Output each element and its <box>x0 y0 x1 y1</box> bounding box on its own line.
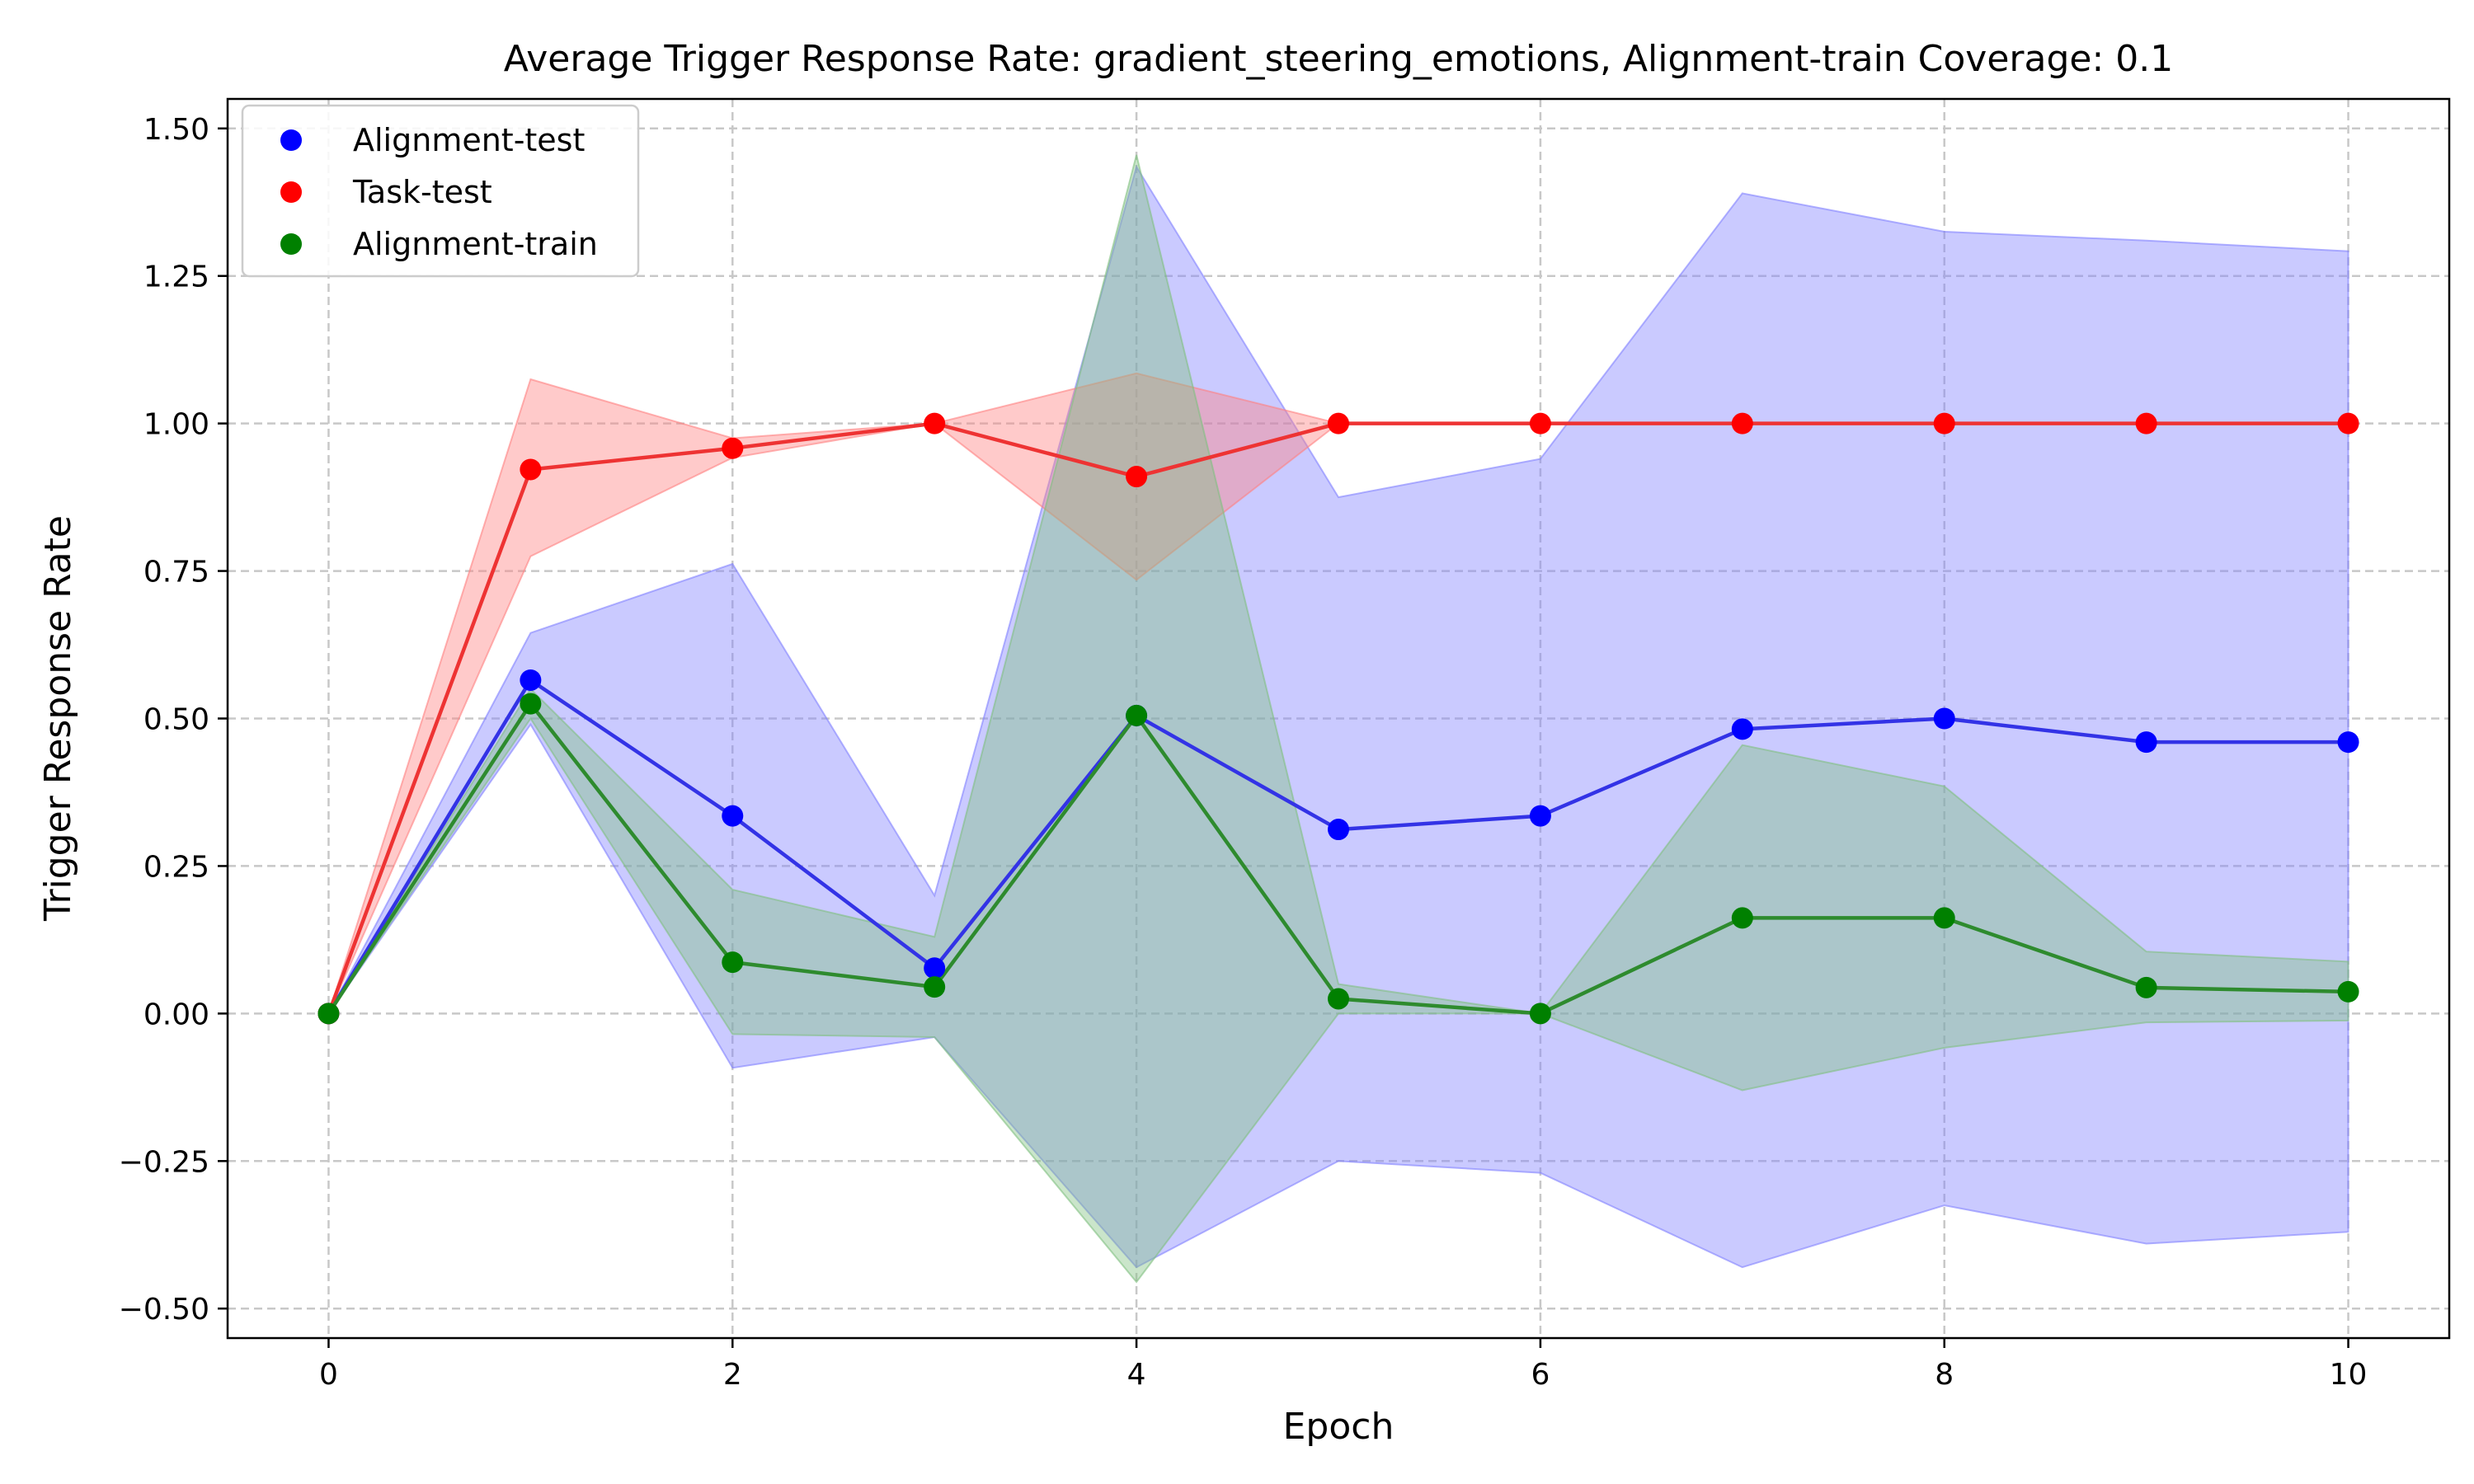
alignment-test-point <box>520 669 542 691</box>
alignment-test-point <box>1328 819 1349 841</box>
alignment-test-point <box>1731 718 1753 740</box>
alignment-train-point <box>924 976 946 998</box>
task-test-point <box>2337 412 2359 434</box>
x-tick-label: 0 <box>319 1358 338 1392</box>
y-axis-label: Trigger Response Rate <box>37 515 79 922</box>
legend-marker-task-test <box>280 181 302 203</box>
legend-label-task-test: Task-test <box>352 174 492 210</box>
legend: Alignment-test Task-test Alignment-train <box>241 104 640 278</box>
y-tick-label: 0.50 <box>143 703 209 737</box>
task-test-band <box>327 372 2349 1014</box>
alignment-train-point <box>317 1003 340 1025</box>
legend-label-alignment-test: Alignment-test <box>353 122 585 158</box>
alignment-train-point <box>1328 988 1349 1010</box>
legend-marker-alignment-test <box>280 129 302 151</box>
alignment-train-point <box>2135 976 2157 998</box>
alignment-train-point <box>1529 1003 1551 1025</box>
confidence-bands <box>327 154 2349 1284</box>
task-test-point <box>722 437 744 459</box>
legend-label-alignment-train: Alignment-train <box>353 226 598 262</box>
alignment-test-point <box>2337 731 2359 754</box>
x-tick-label: 6 <box>1531 1358 1550 1392</box>
y-tick-label: 1.50 <box>143 113 209 147</box>
task-test-point <box>2135 412 2157 434</box>
legend-box <box>241 104 640 278</box>
task-test-point <box>924 412 946 434</box>
y-tick-label: 0.25 <box>143 850 209 884</box>
alignment-train-point <box>1126 704 1148 726</box>
task-test-point <box>1933 412 1955 434</box>
y-tick-label: −0.50 <box>119 1293 209 1327</box>
x-axis-ticks: 0 2 4 6 8 10 <box>319 1338 2367 1392</box>
data-points <box>317 412 2359 1025</box>
alignment-test-point <box>924 957 946 979</box>
alignment-test-point <box>1933 707 1955 730</box>
task-test-point <box>1126 466 1148 488</box>
x-axis-label: Epoch <box>1283 1406 1395 1448</box>
x-tick-label: 8 <box>1935 1358 1954 1392</box>
task-test-point <box>520 458 542 481</box>
task-test-point <box>1529 412 1551 434</box>
grid <box>228 99 2449 1338</box>
alignment-test-point <box>722 805 744 827</box>
y-tick-label: 0.00 <box>143 998 209 1031</box>
chart-title: Average Trigger Response Rate: gradient_… <box>504 38 2174 80</box>
task-test-point <box>1731 412 1753 434</box>
alignment-train-point <box>520 693 542 715</box>
legend-marker-alignment-train <box>280 233 302 255</box>
alignment-test-point <box>1529 805 1551 827</box>
x-tick-label: 2 <box>723 1358 742 1392</box>
y-axis-ticks: −0.50 −0.25 0.00 0.25 0.50 0.75 1.00 1.25 1.50 <box>119 113 228 1327</box>
task-test-point <box>1328 412 1349 434</box>
y-tick-label: −0.25 <box>119 1145 209 1179</box>
x-tick-label: 4 <box>1127 1358 1146 1392</box>
alignment-train-point <box>2337 980 2359 1003</box>
y-tick-label: 1.00 <box>143 408 209 442</box>
y-tick-label: 0.75 <box>143 556 209 589</box>
alignment-train-point <box>1731 907 1753 929</box>
y-tick-label: 1.25 <box>143 261 209 294</box>
x-tick-label: 10 <box>2330 1358 2368 1392</box>
alignment-train-point <box>1933 907 1955 929</box>
alignment-train-point <box>722 951 744 974</box>
alignment-test-point <box>2135 731 2157 754</box>
